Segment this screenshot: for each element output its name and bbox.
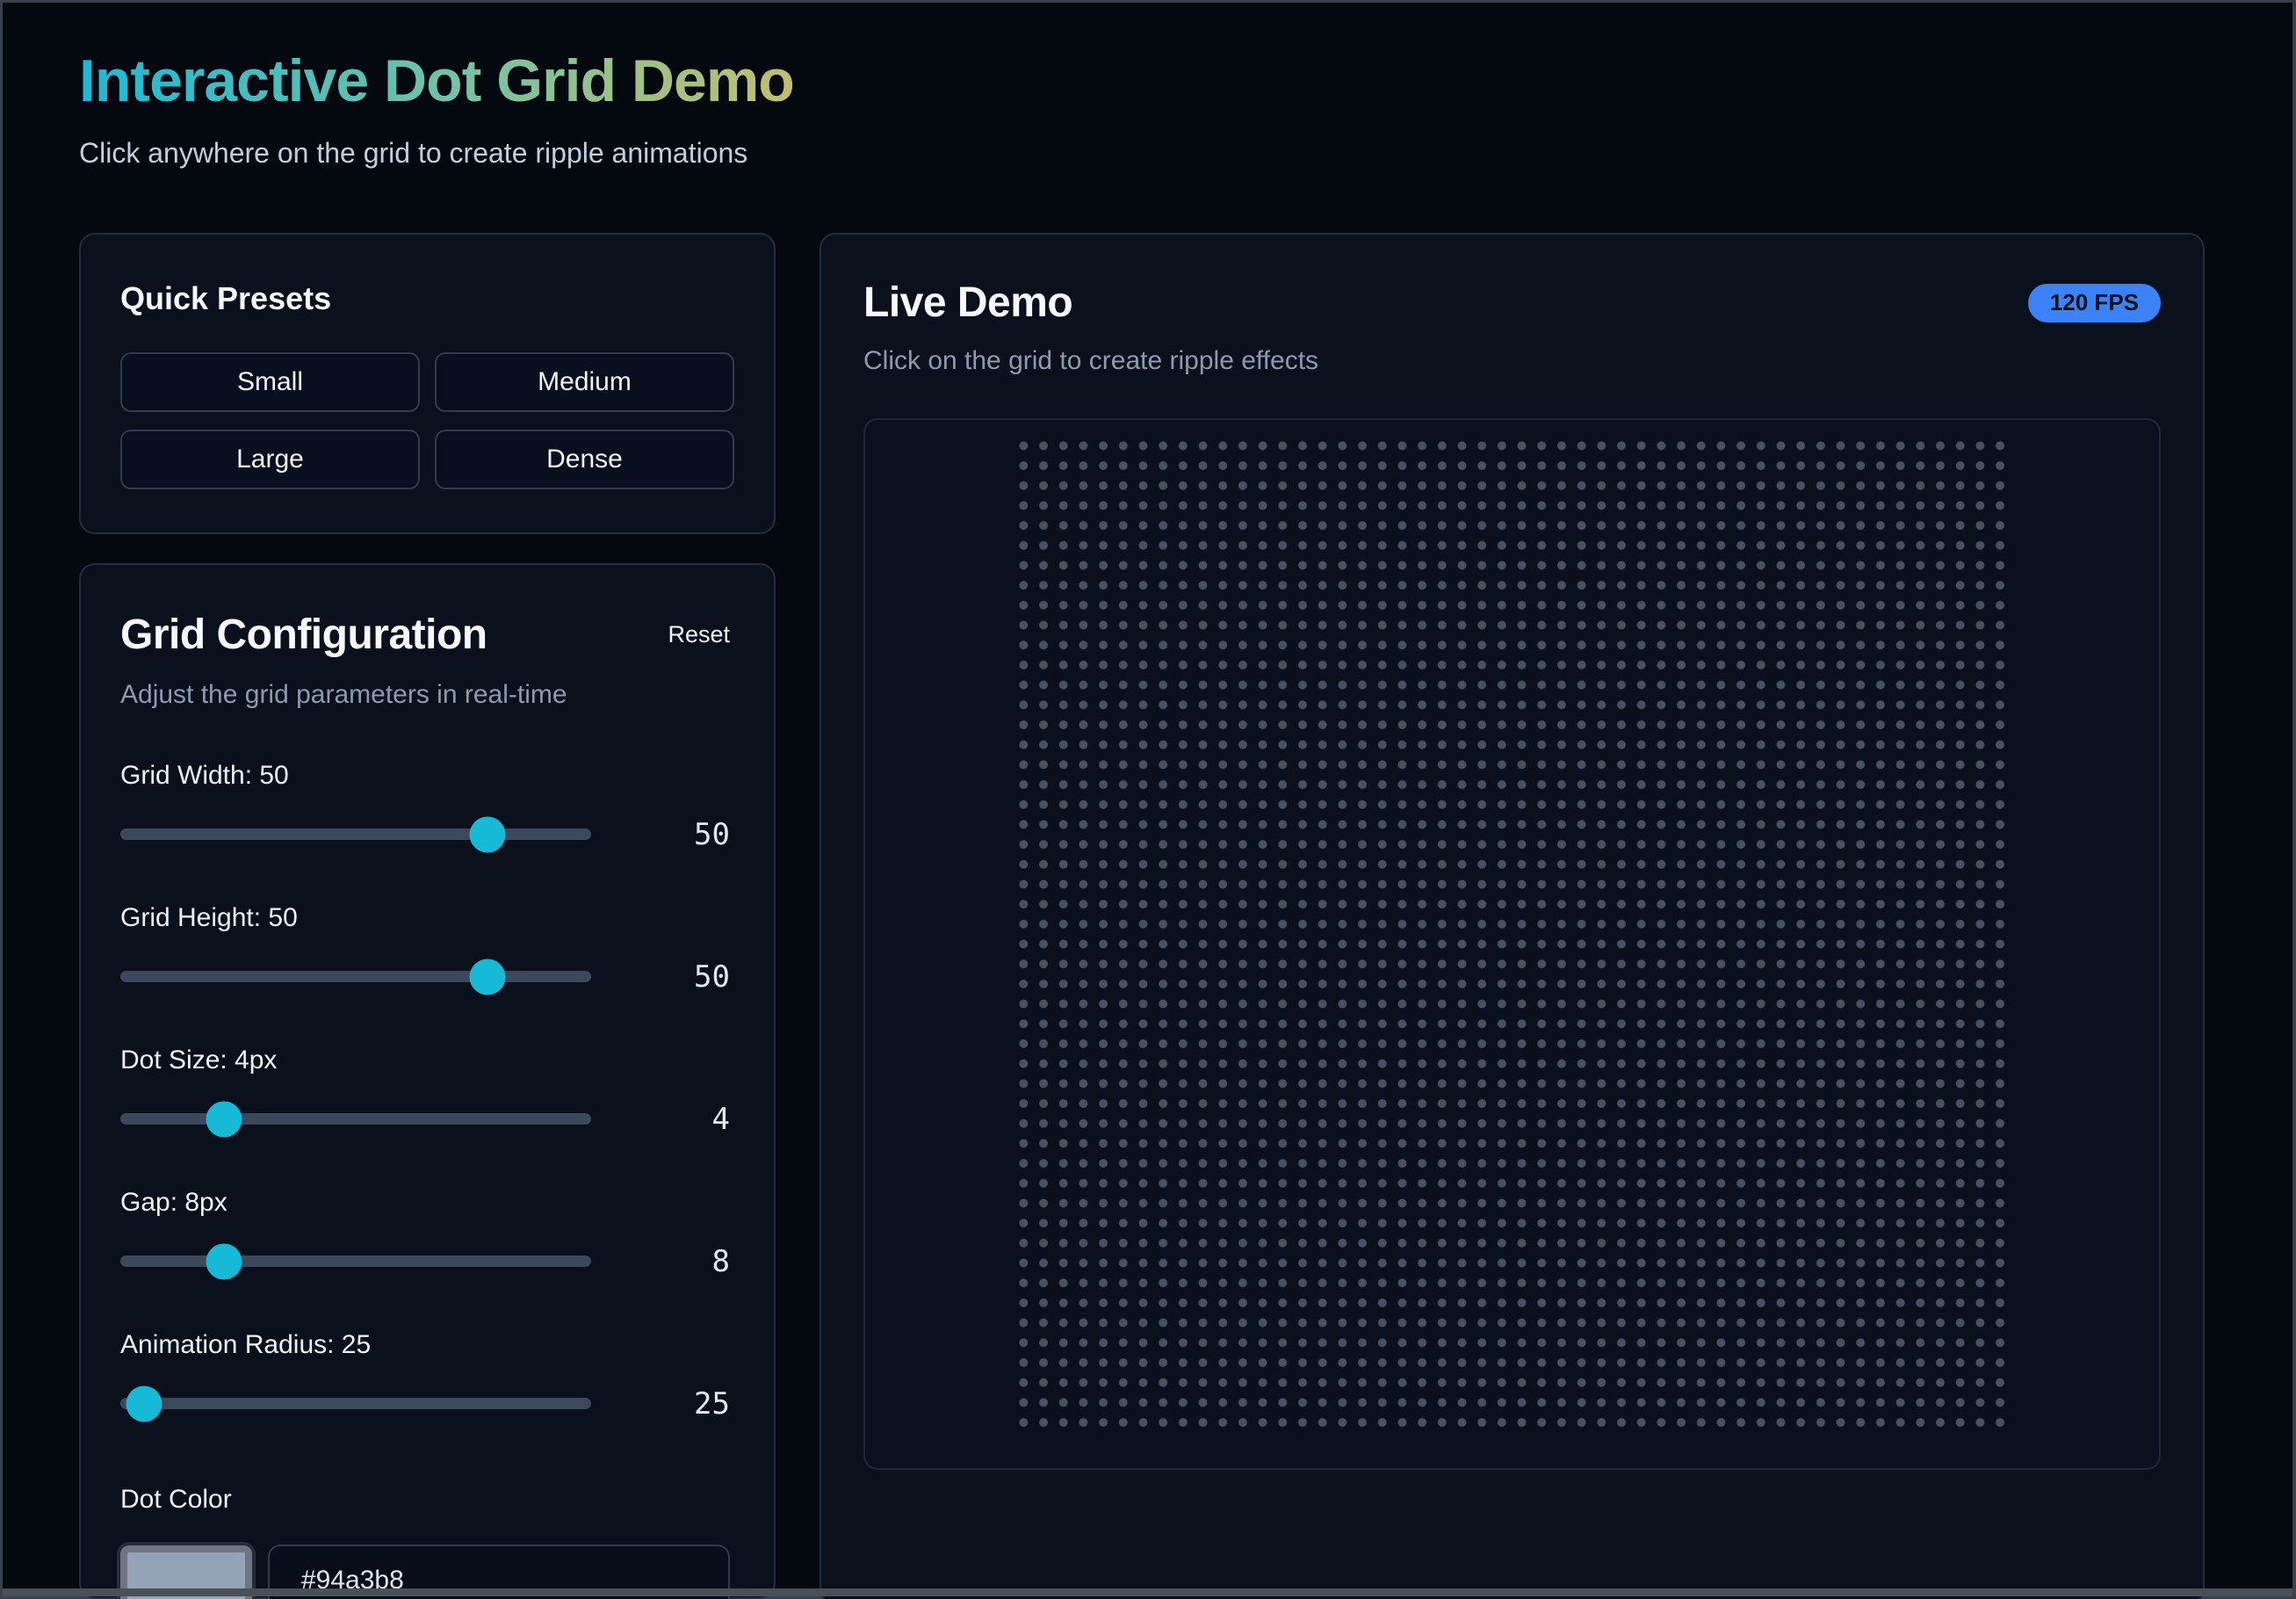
slider-group-animation-radius: Animation Radius: 25 25 [120,1330,730,1422]
dot-grid [1014,435,2011,1433]
animation-radius-value: 25 [694,1386,730,1422]
grid-config-header: Grid Configuration Reset [120,611,730,659]
reset-button[interactable]: Reset [668,620,730,648]
preset-button-grid: Small Medium Large Dense [120,351,734,489]
grid-height-slider[interactable] [120,959,591,995]
gap-slider-thumb[interactable] [206,1243,242,1280]
grid-width-value: 50 [694,816,730,852]
grid-height-label: Grid Height: 50 [120,902,298,932]
fps-badge: 120 FPS [2027,283,2161,322]
grid-width-label: Grid Width: 50 [120,760,289,790]
page-subtitle: Click anywhere on the grid to create rip… [79,136,748,169]
left-column: Quick Presets Small Medium Large Dense G… [79,232,776,1599]
slider-group-grid-width: Grid Width: 50 50 [120,760,730,853]
main-columns: Quick Presets Small Medium Large Dense G… [79,232,2205,1599]
live-demo-header: Live Demo 120 FPS [863,279,2161,327]
quick-presets-title: Quick Presets [120,279,332,316]
grid-width-slider-thumb[interactable] [469,816,506,853]
dot-color-label: Dot Color [120,1484,232,1514]
grid-height-value: 50 [694,959,730,995]
dot-size-slider[interactable] [120,1101,591,1138]
live-demo-title: Live Demo [863,279,1073,326]
gap-value: 8 [711,1243,730,1279]
animation-radius-label: Animation Radius: 25 [120,1329,372,1359]
slider-group-gap: Gap: 8px 8 [120,1187,730,1280]
dot-color-section: Dot Color [120,1485,730,1599]
preset-button-dense[interactable]: Dense [435,429,734,489]
animation-radius-slider-thumb[interactable] [126,1386,162,1422]
grid-height-slider-thumb[interactable] [469,959,506,995]
dot-grid-panel[interactable] [863,417,2161,1470]
slider-group-dot-size: Dot Size: 4px 4 [120,1045,730,1138]
grid-config-title: Grid Configuration [120,611,487,658]
page: Interactive Dot Grid Demo Click anywhere… [3,3,2292,1599]
grid-config-subtitle: Adjust the grid parameters in real-time [120,679,567,709]
live-demo-card: Live Demo 120 FPS Click on the grid to c… [819,232,2205,1599]
preset-button-large[interactable]: Large [120,429,420,489]
dot-size-value: 4 [711,1101,730,1137]
page-title: Interactive Dot Grid Demo [79,47,795,114]
quick-presets-card: Quick Presets Small Medium Large Dense [79,232,776,534]
horizontal-scrollbar[interactable] [3,1588,2292,1596]
gap-label: Gap: 8px [120,1187,227,1217]
dot-size-slider-thumb[interactable] [206,1101,242,1138]
animation-radius-slider[interactable] [120,1386,591,1422]
grid-width-slider[interactable] [120,816,591,853]
grid-config-card: Grid Configuration Reset Adjust the grid… [79,562,776,1599]
slider-group-grid-height: Grid Height: 50 50 [120,903,730,995]
preset-button-small[interactable]: Small [120,351,420,412]
dot-size-label: Dot Size: 4px [120,1045,278,1074]
live-demo-subtitle: Click on the grid to create ripple effec… [863,345,1319,375]
gap-slider[interactable] [120,1243,591,1280]
preset-button-medium[interactable]: Medium [435,351,734,412]
right-column: Live Demo 120 FPS Click on the grid to c… [819,232,2205,1599]
